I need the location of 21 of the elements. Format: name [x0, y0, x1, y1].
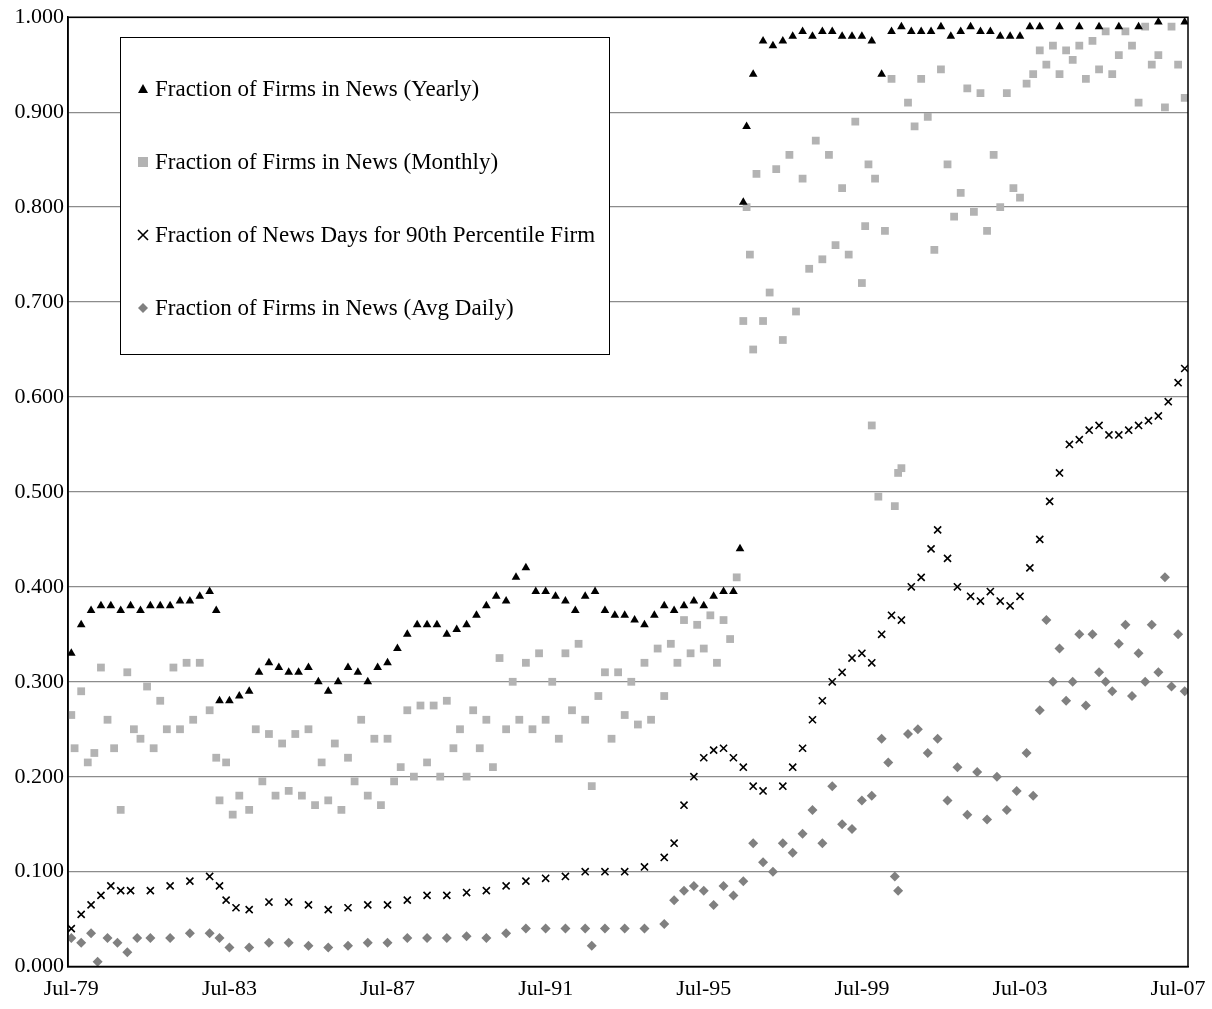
legend-label: Fraction of Firms in News (Monthly) — [155, 148, 499, 175]
x-tick-label: Jul-07 — [1150, 974, 1206, 1000]
legend-label: Fraction of Firms in News (Yearly) — [155, 75, 480, 102]
y-tick-label: 1.000 — [14, 2, 64, 28]
y-tick-label: 0.500 — [14, 477, 64, 503]
x-tick-label: Jul-03 — [992, 974, 1048, 1000]
y-tick-label: 0.300 — [14, 667, 64, 693]
y-tick-label: 0.100 — [14, 857, 64, 883]
x-tick-label: Jul-87 — [360, 974, 416, 1000]
legend-label: Fraction of Firms in News (Avg Daily) — [155, 294, 514, 321]
y-tick-label: 0.600 — [14, 382, 64, 408]
x-tick-label: Jul-83 — [201, 974, 257, 1000]
y-tick-label: 0.800 — [14, 192, 64, 218]
x-tick-label: Jul-99 — [834, 974, 890, 1000]
y-tick-label: 0.700 — [14, 287, 64, 313]
y-tick-label: 0.400 — [14, 572, 64, 598]
legend-label: Fraction of News Days for 90th Percentile Firm — [155, 221, 596, 248]
y-tick-label: 0.900 — [14, 97, 64, 123]
y-tick-label: 0.200 — [14, 762, 64, 788]
x-tick-label: Jul-95 — [676, 974, 732, 1000]
x-tick-label: Jul-91 — [518, 974, 574, 1000]
